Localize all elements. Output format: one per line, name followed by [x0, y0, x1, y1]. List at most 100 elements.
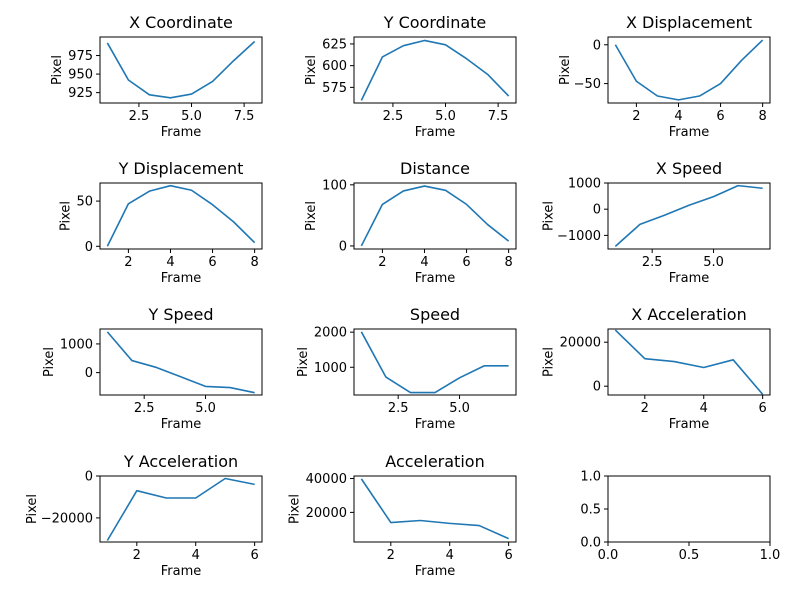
x-tick-label: 2: [124, 255, 132, 270]
chart-title: X Acceleration: [631, 305, 746, 324]
x-tick-label: 5.0: [195, 401, 216, 416]
chart-title: Speed: [410, 305, 460, 324]
y-axis-label: Pixel: [304, 201, 319, 231]
y-tick-label: −50: [574, 77, 601, 92]
x-tick-label: 7.5: [488, 109, 509, 124]
x-tick-label: 1.0: [760, 548, 781, 563]
x-tick-label: 7.5: [234, 109, 255, 124]
y-axis-label: Pixel: [58, 201, 73, 231]
series-line: [106, 40, 256, 99]
y-tick-label: 1000: [568, 177, 601, 192]
x-tick-label: 2.5: [383, 109, 404, 124]
axes-frame: [353, 328, 517, 396]
x-tick-label: 0.5: [679, 548, 700, 563]
x-axis-label: Frame: [161, 125, 202, 140]
chart-title: X Displacement: [626, 13, 752, 32]
x-tick-label: 2: [378, 255, 386, 270]
axes-frame: [353, 475, 517, 543]
y-tick-label: 40000: [306, 472, 347, 487]
x-axis-label: Frame: [415, 417, 456, 432]
y-axis-label: Pixel: [50, 55, 65, 85]
x-axis-label: Frame: [415, 564, 456, 579]
series-line: [360, 478, 509, 540]
x-tick-label: 6: [504, 548, 512, 563]
x-axis-label: Frame: [161, 271, 202, 286]
chart-panel: 2 4 6 0 20000 X Acceleration Frame Pixel: [542, 305, 771, 432]
x-tick-label: 6: [716, 109, 724, 124]
y-axis-label: Pixel: [25, 494, 40, 524]
chart-title: Y Acceleration: [123, 452, 238, 471]
chart-panel: 2.5 5.0 0 1000 Y Speed Frame Pixel: [42, 305, 263, 432]
chart-panel: 2.5 5.0 1000 2000 Speed Frame Pixel: [296, 305, 517, 432]
x-tick-label: 4: [446, 548, 454, 563]
x-tick-label: 2: [387, 548, 395, 563]
chart-title: Y Displacement: [118, 159, 244, 178]
y-axis-label: Pixel: [542, 201, 557, 231]
axes-frame: [353, 36, 517, 104]
y-tick-label: 0: [85, 366, 93, 381]
x-axis-label: Frame: [415, 125, 456, 140]
y-axis-label: Pixel: [558, 55, 573, 85]
y-axis-label: Pixel: [296, 347, 311, 377]
x-axis-label: Frame: [415, 271, 456, 286]
y-axis-label: Pixel: [42, 347, 57, 377]
x-tick-label: 2: [641, 401, 649, 416]
y-tick-label: 975: [68, 49, 93, 64]
chart-title: Acceleration: [385, 452, 484, 471]
chart-panel: 2.5 5.0 7.5 575 600 625 Y Coordinate Frame Pixel: [304, 13, 517, 140]
chart-title: Y Coordinate: [383, 13, 487, 32]
y-axis-label: Pixel: [288, 494, 303, 524]
x-tick-label: 2.5: [388, 401, 409, 416]
series-line: [106, 184, 256, 247]
y-tick-label: 950: [68, 68, 93, 83]
y-tick-label: 0: [85, 470, 93, 485]
x-tick-label: 4: [192, 548, 200, 563]
x-axis-label: Frame: [161, 417, 202, 432]
series-line: [614, 39, 764, 101]
y-tick-label: 0: [593, 203, 601, 218]
chart-panel: 2 4 6 20000 40000 Acceleration Frame Pixel: [288, 452, 517, 579]
y-tick-label: 0: [593, 38, 601, 53]
y-tick-label: 0: [339, 239, 347, 254]
x-tick-label: 4: [420, 255, 428, 270]
x-tick-label: 8: [250, 255, 258, 270]
chart-title: Distance: [400, 159, 470, 178]
x-tick-label: 2: [133, 548, 141, 563]
x-tick-label: 4: [674, 109, 682, 124]
x-axis-label: Frame: [161, 564, 202, 579]
axes-frame: [607, 328, 771, 396]
y-tick-label: 0: [85, 240, 93, 255]
axes-frame: [99, 328, 263, 396]
x-tick-label: 2.5: [134, 401, 155, 416]
y-tick-label: −20000: [41, 511, 93, 526]
chart-panel: 2 4 6 −20000 0 Y Acceleration Frame Pixel: [25, 452, 263, 579]
series-line: [360, 331, 509, 394]
chart-title: Y Speed: [147, 305, 213, 324]
x-tick-label: 2.5: [642, 255, 663, 270]
y-tick-label: 1000: [60, 337, 93, 352]
y-tick-label: 50: [76, 195, 93, 210]
axes-frame: [99, 182, 263, 250]
chart-panel: 2 4 6 8 0 50 Y Displacement Frame Pixel: [58, 159, 263, 286]
y-tick-label: 2000: [314, 326, 347, 341]
chart-panel: 2 4 6 8 0 100 Distance Frame Pixel: [304, 159, 517, 286]
x-tick-label: 4: [700, 401, 708, 416]
y-tick-label: 0.5: [580, 503, 601, 518]
x-axis-label: Frame: [669, 271, 710, 286]
x-tick-label: 6: [208, 255, 216, 270]
x-tick-label: 0.0: [598, 548, 619, 563]
axes-frame: [607, 36, 771, 104]
y-tick-label: 575: [322, 81, 347, 96]
y-axis-label: Pixel: [304, 55, 319, 85]
chart-panel: 0.0 0.5 1.0 0.0 0.5 1.0: [580, 470, 780, 564]
series-line: [360, 39, 510, 101]
y-tick-label: 600: [322, 59, 347, 74]
series-line: [106, 477, 255, 541]
x-tick-label: 8: [504, 255, 512, 270]
x-axis-label: Frame: [669, 125, 710, 140]
axes-frame: [607, 182, 771, 250]
y-tick-label: 1.0: [580, 470, 601, 485]
axes-frame: [99, 36, 263, 104]
y-tick-label: 925: [68, 86, 93, 101]
